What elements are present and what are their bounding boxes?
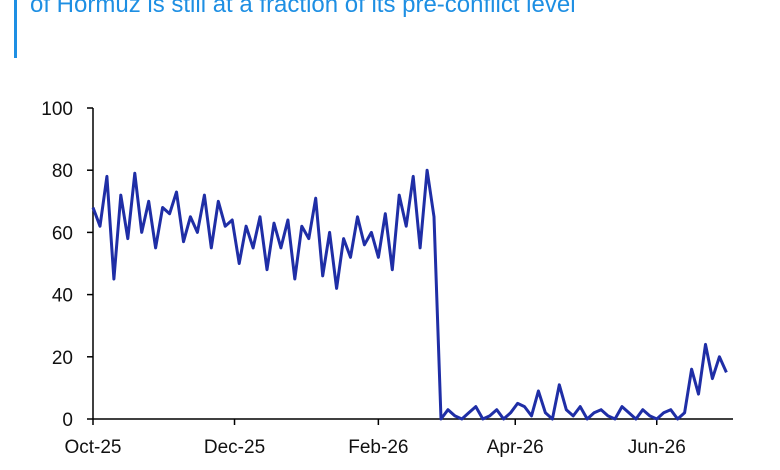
y-tick-label: 80: [52, 161, 73, 182]
y-tick-label: 60: [52, 223, 73, 244]
y-tick-label: 0: [62, 410, 73, 431]
x-tick-label: Jun-26: [628, 437, 686, 458]
x-tick-label: Apr-26: [487, 437, 544, 458]
x-tick-label: Feb-26: [348, 437, 408, 458]
title-bar: [14, 0, 17, 58]
data-line: [91, 168, 728, 421]
x-tick-label: Dec-25: [204, 437, 265, 458]
y-tick-label: 20: [52, 348, 73, 369]
y-tick-label: 100: [41, 99, 73, 120]
x-tick-label: Oct-25: [64, 437, 121, 458]
chart-title: of Hormuz is still at a fraction of its …: [30, 0, 576, 18]
y-tick-label: 40: [52, 286, 73, 307]
